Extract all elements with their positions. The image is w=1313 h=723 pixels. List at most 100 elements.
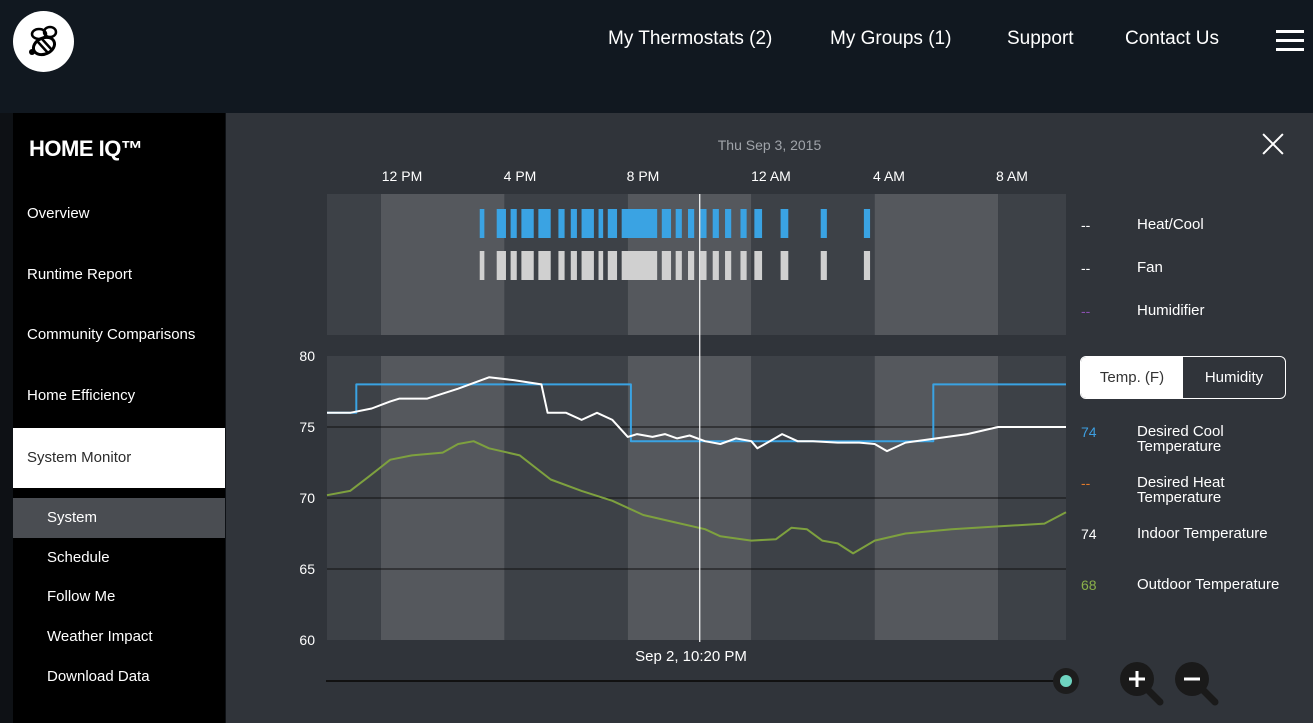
heat-cool-bar <box>621 209 658 238</box>
legend-label: Heat/Cool <box>1137 216 1204 233</box>
heat-cool-bar <box>661 209 672 238</box>
band <box>327 194 381 335</box>
subitem-system[interactable]: System <box>13 498 225 538</box>
heat-cool-bar <box>598 209 604 238</box>
system-monitor-chart[interactable]: 80 75 70 65 60 <box>226 113 1313 723</box>
heat-cool-bar <box>725 209 732 238</box>
desired-cool-temperature-line <box>327 383 1066 443</box>
temp-toggle-button[interactable]: Temp. (F) <box>1081 357 1183 398</box>
fan-bar <box>661 251 672 280</box>
indoor-temperature-line <box>327 376 1066 453</box>
heat-cool-bar <box>521 209 534 238</box>
timeline-slider-handle[interactable] <box>1053 668 1079 694</box>
heat-cool-bar <box>820 209 827 238</box>
heat-cool-bar <box>754 209 763 238</box>
zoom-out-icon[interactable] <box>1171 658 1219 706</box>
subitem-schedule[interactable]: Schedule <box>47 549 110 566</box>
gridlines <box>327 426 1066 570</box>
fan-bar <box>863 251 871 280</box>
fan-bar <box>479 251 485 280</box>
top-bar: My Thermostats (2) My Groups (1) Support… <box>0 0 1313 113</box>
heat-cool-bar <box>479 209 485 238</box>
time-label: 8 PM <box>626 168 660 184</box>
y-tick: 65 <box>299 561 315 577</box>
fan-bar <box>700 251 707 280</box>
fan-bar <box>570 251 577 280</box>
heat-cool-bar <box>688 209 695 238</box>
legend-label: Humidifier <box>1137 302 1205 319</box>
heat-cool-bar <box>538 209 551 238</box>
subitem-download-data[interactable]: Download Data <box>47 668 150 685</box>
temperature-lines <box>326 376 1067 555</box>
equipment-bars <box>479 209 871 280</box>
y-tick: 75 <box>299 419 315 435</box>
fan-bar <box>754 251 763 280</box>
timeline-slider-track[interactable] <box>326 680 1066 682</box>
fan-bar <box>820 251 827 280</box>
legend-value: -- <box>1081 303 1091 319</box>
band <box>380 194 505 335</box>
band <box>751 194 875 335</box>
time-label: 12 AM <box>751 168 791 184</box>
fan-bar <box>521 251 534 280</box>
subitem-follow-me[interactable]: Follow Me <box>47 588 116 605</box>
fan-bar <box>712 251 719 280</box>
heat-cool-bar <box>607 209 618 238</box>
legend-value: 74 <box>1081 424 1097 440</box>
heat-cool-bar <box>780 209 789 238</box>
menu-icon[interactable] <box>1276 30 1304 52</box>
home-iq-title: HOME IQ™ <box>29 136 143 161</box>
chart-date-title: Thu Sep 3, 2015 <box>717 137 822 153</box>
y-tick: 70 <box>299 490 315 506</box>
system-monitor-panel: Thu Sep 3, 2015 12 PM 4 PM 8 PM 12 AM 4 … <box>226 113 1313 723</box>
legend-value: 68 <box>1081 577 1097 593</box>
heat-cool-bar <box>740 209 747 238</box>
heat-cool-bar <box>558 209 565 238</box>
fan-bar <box>675 251 682 280</box>
temp-humidity-toggle[interactable]: Temp. (F) Humidity <box>1080 356 1286 399</box>
subitem-weather-impact[interactable]: Weather Impact <box>47 628 153 645</box>
time-label: 12 PM <box>381 168 423 184</box>
sidebar-item-overview[interactable]: Overview <box>27 205 90 222</box>
nav-support[interactable]: Support <box>1007 28 1074 49</box>
equipment-background <box>327 194 1066 335</box>
humidity-toggle-button[interactable]: Humidity <box>1204 369 1264 386</box>
legend-value: -- <box>1081 217 1091 233</box>
sidebar-item-runtime-report[interactable]: Runtime Report <box>27 266 133 283</box>
fan-bar <box>780 251 789 280</box>
time-label: 4 AM <box>873 168 905 184</box>
fan-bar <box>607 251 618 280</box>
sidebar: HOME IQ™ Overview Runtime Report Communi… <box>13 113 225 723</box>
fan-bar <box>496 251 506 280</box>
heat-cool-bar <box>510 209 517 238</box>
legend-label: Desired Heat Temperature <box>1137 474 1225 506</box>
nav-my-groups[interactable]: My Groups (1) <box>830 28 952 49</box>
bee-icon <box>28 25 57 56</box>
fan-bar <box>740 251 747 280</box>
legend-value: -- <box>1081 260 1091 276</box>
sidebar-item-home-efficiency[interactable]: Home Efficiency <box>27 387 136 404</box>
heat-cool-bar <box>570 209 577 238</box>
y-tick: 80 <box>299 348 315 364</box>
heat-cool-bar <box>581 209 594 238</box>
legend-label: Indoor Temperature <box>1137 525 1268 542</box>
heat-cool-bar <box>675 209 682 238</box>
band <box>874 194 999 335</box>
cursor-time-label: Sep 2, 10:20 PM <box>635 648 747 665</box>
ecobee-logo[interactable] <box>13 11 74 72</box>
outdoor-temperature-line <box>326 440 1067 555</box>
time-label: 4 PM <box>503 168 537 184</box>
legend-label: Desired Cool Temperature <box>1137 423 1224 455</box>
fan-bar <box>581 251 594 280</box>
sidebar-item-community-comparisons[interactable]: Community Comparisons <box>27 326 196 343</box>
nav-contact-us[interactable]: Contact Us <box>1125 28 1219 49</box>
sidebar-item-system-monitor[interactable]: System Monitor <box>13 428 225 488</box>
heat-cool-bar <box>700 209 707 238</box>
fan-bar <box>558 251 565 280</box>
fan-bar <box>538 251 551 280</box>
zoom-in-icon[interactable] <box>1116 658 1164 706</box>
legend-label: Outdoor Temperature <box>1137 576 1280 593</box>
y-tick: 60 <box>299 632 315 648</box>
fan-bar <box>621 251 658 280</box>
nav-my-thermostats[interactable]: My Thermostats (2) <box>608 28 773 49</box>
